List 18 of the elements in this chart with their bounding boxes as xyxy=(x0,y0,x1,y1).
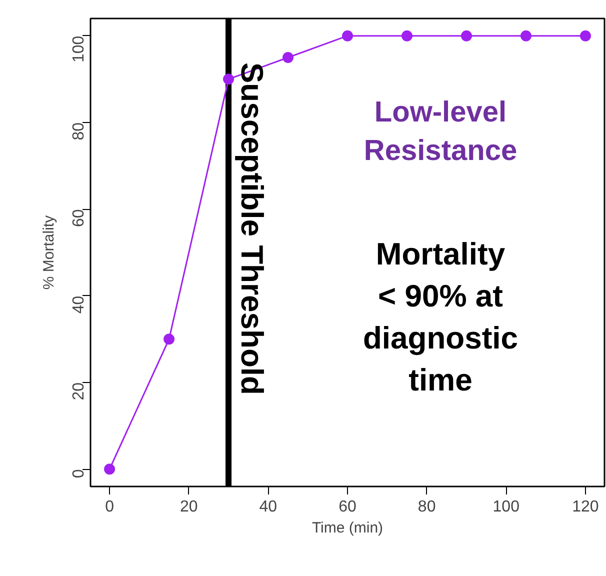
x-tick-label: 100 xyxy=(492,498,520,516)
x-tick-label: 60 xyxy=(338,498,356,516)
x-tick-label: 20 xyxy=(180,498,198,516)
ref-line-label: Susceptible Threshold xyxy=(234,62,270,395)
y-axis-title: % Mortality xyxy=(40,214,58,290)
y-tick-label: 20 xyxy=(70,382,88,400)
y-tick-label: 100 xyxy=(70,36,88,63)
y-tick-label: 40 xyxy=(70,296,88,314)
y-tick-label: 0 xyxy=(70,469,88,478)
annotation: Low-level Resistance xyxy=(364,96,518,167)
x-tick-label: 80 xyxy=(418,498,436,516)
y-tick-label: 60 xyxy=(70,209,88,227)
x-tick-label: 40 xyxy=(259,498,278,516)
x-axis-title: Time (min) xyxy=(312,520,384,536)
annotation: Mortality < 90% at diagnostic time xyxy=(362,236,518,398)
x-tick-label: 120 xyxy=(572,498,599,516)
y-tick-label: 80 xyxy=(70,122,88,140)
x-tick-label: 0 xyxy=(105,498,114,516)
